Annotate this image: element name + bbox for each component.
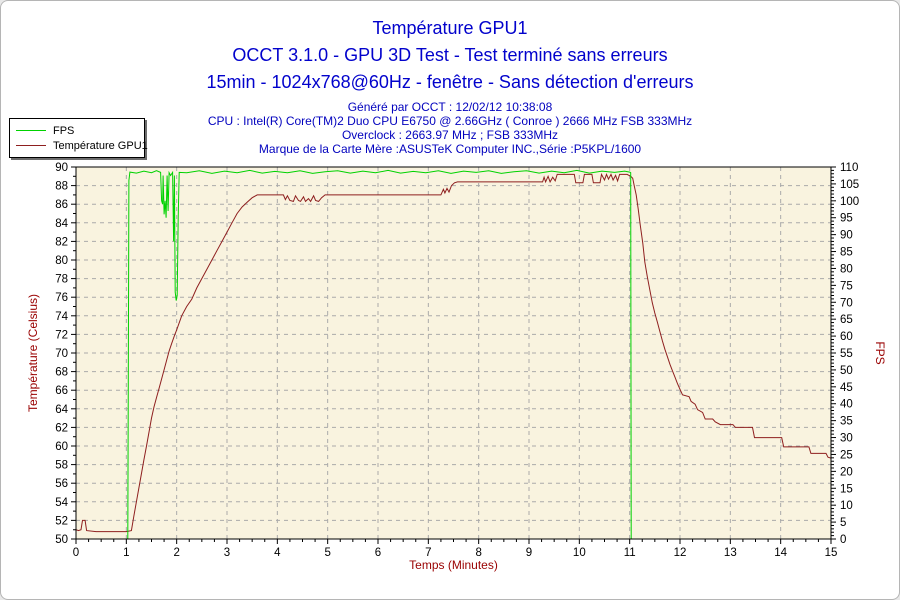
x-tick-label: 11	[624, 547, 636, 559]
y-left-tick-label: 82	[55, 236, 68, 248]
y-left-tick-label: 84	[55, 218, 68, 230]
y-right-tick-label: 5	[840, 517, 846, 529]
y-left-tick-label: 70	[55, 348, 68, 360]
x-tick-label: 6	[375, 547, 381, 559]
x-tick-label: 12	[674, 547, 687, 559]
y-right-tick-label: 25	[840, 449, 853, 461]
y-right-tick-label: 95	[840, 213, 853, 225]
y-left-tick-label: 62	[55, 422, 68, 434]
y-right-tick-label: 85	[840, 247, 853, 259]
info-overclock: Overclock : 2663.97 MHz ; FSB 333MHz	[341, 128, 559, 142]
legend-item-temp: Température GPU1	[10, 138, 148, 153]
y-left-tick-label: 76	[55, 292, 68, 304]
y-right-axis-title: FPS	[873, 341, 887, 364]
info-motherboard: Marque de la Carte Mère :ASUSTeK Compute…	[258, 142, 642, 156]
x-tick-label: 4	[274, 547, 281, 559]
y-right-tick-label: 70	[840, 297, 853, 309]
y-left-tick-label: 60	[55, 441, 68, 453]
temp-line-swatch	[16, 145, 46, 146]
x-tick-label: 7	[425, 547, 431, 559]
x-tick-label: 9	[526, 547, 532, 559]
y-right-tick-label: 15	[840, 483, 853, 495]
y-left-tick-label: 50	[55, 534, 68, 546]
y-right-tick-label: 80	[840, 263, 853, 275]
y-left-tick-label: 78	[55, 274, 68, 286]
y-right-tick-label: 0	[840, 534, 846, 546]
chart-subtitle-settings: 15min - 1024x768@60Hz - fenêtre - Sans d…	[206, 72, 694, 92]
x-tick-label: 15	[825, 547, 838, 559]
y-right-tick-label: 105	[840, 179, 859, 191]
x-tick-label: 5	[324, 547, 330, 559]
y-left-tick-label: 80	[55, 255, 68, 267]
y-left-tick-label: 66	[55, 385, 68, 397]
chart-subtitle-test: OCCT 3.1.0 - GPU 3D Test - Test terminé …	[232, 45, 668, 65]
x-tick-label: 2	[173, 547, 179, 559]
y-right-tick-label: 100	[840, 196, 859, 208]
y-left-tick-label: 68	[55, 367, 68, 379]
y-left-tick-label: 86	[55, 199, 68, 211]
series-line-fps	[127, 169, 632, 539]
x-tick-label: 10	[573, 547, 586, 559]
x-tick-label: 13	[724, 547, 737, 559]
chart-title: Température GPU1	[372, 18, 528, 38]
system-info-block: Généré par OCCT : 12/02/12 10:38:08 CPU …	[1, 100, 899, 156]
y-left-tick-label: 56	[55, 478, 68, 490]
y-left-axis-title: Température (Celsius)	[26, 294, 40, 412]
legend-label-temp: Température GPU1	[53, 139, 148, 152]
y-left-tick-label: 88	[55, 181, 68, 193]
y-right-tick-label: 50	[840, 365, 853, 377]
y-right-tick-label: 110	[840, 162, 858, 174]
y-right-tick-label: 60	[840, 331, 853, 343]
y-left-tick-label: 64	[55, 404, 68, 416]
y-right-tick-label: 35	[840, 416, 853, 428]
x-tick-label: 8	[475, 547, 481, 559]
y-left-tick-label: 72	[55, 329, 68, 341]
x-tick-label: 0	[73, 547, 79, 559]
x-tick-label: 1	[123, 547, 129, 559]
chart-plot: 5052545658606264666870727476788082848688…	[26, 162, 887, 572]
y-left-tick-label: 90	[55, 162, 68, 174]
chart-title-block: Température GPU1 OCCT 3.1.0 - GPU 3D Tes…	[1, 15, 899, 96]
series-line-temperature	[76, 172, 831, 533]
y-right-tick-label: 45	[840, 382, 853, 394]
legend-box: FPS Température GPU1	[9, 118, 148, 158]
y-left-tick-label: 74	[55, 311, 68, 323]
x-tick-label: 3	[224, 547, 230, 559]
x-axis-title: Temps (Minutes)	[409, 558, 498, 572]
legend-label-fps: FPS	[53, 124, 75, 137]
y-right-tick-label: 20	[840, 466, 853, 478]
info-cpu: CPU : Intel(R) Core(TM)2 Duo CPU E6750 @…	[207, 114, 693, 128]
y-right-tick-label: 65	[840, 314, 853, 326]
x-tick-label: 14	[774, 547, 787, 559]
y-left-tick-label: 52	[55, 515, 68, 527]
y-right-tick-label: 40	[840, 399, 853, 411]
y-right-tick-label: 90	[840, 230, 853, 242]
y-right-tick-label: 30	[840, 433, 853, 445]
info-generated: Généré par OCCT : 12/02/12 10:38:08	[347, 100, 553, 114]
y-right-tick-label: 55	[840, 348, 853, 360]
y-right-tick-label: 75	[840, 280, 853, 292]
y-right-tick-label: 10	[840, 500, 853, 512]
y-left-tick-label: 58	[55, 460, 68, 472]
y-left-tick-label: 54	[55, 497, 68, 509]
legend-item-fps: FPS	[10, 123, 144, 138]
fps-line-swatch	[16, 130, 46, 131]
